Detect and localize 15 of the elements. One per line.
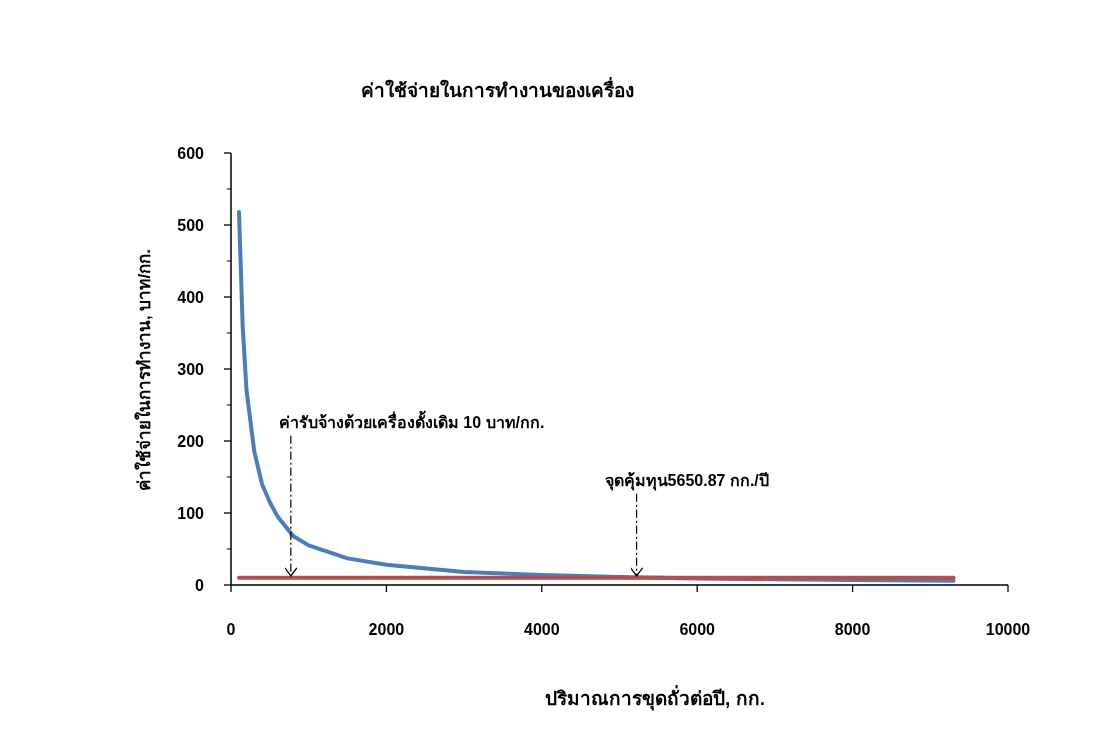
y-tick-label: 600	[177, 145, 205, 162]
x-tick-label: 6000	[679, 621, 716, 638]
annotation: จุดคุ้มทุน5650.87 กก./ปี	[604, 471, 769, 489]
y-tick-label: 100	[177, 505, 205, 522]
y-tick-label: 500	[177, 217, 205, 234]
x-tick-label: 8000	[834, 621, 871, 638]
y-tick-label: 300	[177, 361, 205, 378]
x-tick-label: 2000	[368, 621, 405, 638]
ylabel: ค่าใช้จ่ายในการทำงาน, บาท/กก.	[135, 249, 154, 491]
y-tick-label: 400	[177, 289, 205, 306]
x-tick-label: 4000	[524, 621, 560, 638]
x-tick-label: 0	[226, 621, 236, 638]
x-tick-label: 10000	[985, 621, 1031, 638]
y-tick-label: 0	[195, 577, 205, 594]
y-tick-label: 200	[177, 433, 205, 450]
